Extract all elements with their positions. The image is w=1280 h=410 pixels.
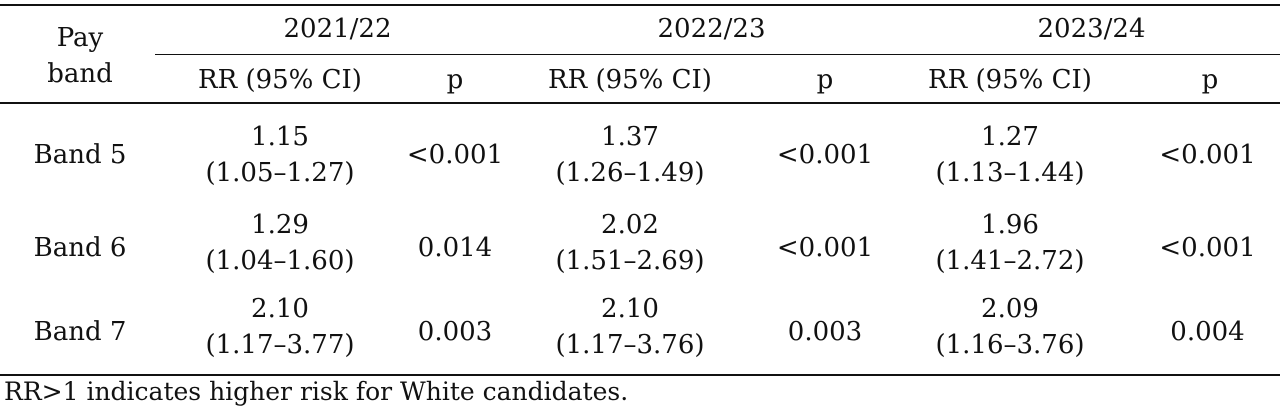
ci-value: (1.26–1.49) bbox=[555, 158, 705, 188]
p-value: 0.003 bbox=[417, 317, 493, 347]
table-footnote: RR>1 indicates higher risk for White can… bbox=[4, 377, 629, 406]
p-value: 0.004 bbox=[1170, 317, 1245, 347]
header-pay-band: Pay band bbox=[10, 20, 150, 92]
rr-value: 1.15 bbox=[251, 122, 309, 152]
row-label-band-7: Band 7 bbox=[33, 317, 127, 347]
subheader-rr-2022-23: RR (95% CI) bbox=[548, 65, 712, 95]
ci-value: (1.17–3.77) bbox=[205, 330, 355, 360]
rr-value: 2.02 bbox=[601, 210, 659, 240]
rr-cell: 1.96 (1.41–2.72) bbox=[895, 207, 1125, 279]
rr-cell: 1.37 (1.26–1.49) bbox=[515, 119, 745, 191]
rr-value: 1.27 bbox=[981, 122, 1039, 152]
rr-cell: 1.15 (1.05–1.27) bbox=[155, 119, 405, 191]
rr-cell: 1.27 (1.13–1.44) bbox=[895, 119, 1125, 191]
rr-value: 2.09 bbox=[981, 294, 1039, 324]
p-value: 0.014 bbox=[417, 233, 493, 263]
rr-cell: 2.10 (1.17–3.76) bbox=[515, 291, 745, 363]
p-value: 0.003 bbox=[787, 317, 863, 347]
rr-value: 1.96 bbox=[981, 210, 1039, 240]
subheader-rr-2023-24: RR (95% CI) bbox=[928, 65, 1092, 95]
p-value: <0.001 bbox=[776, 233, 874, 263]
ci-value: (1.04–1.60) bbox=[205, 246, 355, 276]
rr-cell: 2.02 (1.51–2.69) bbox=[515, 207, 745, 279]
ci-value: (1.05–1.27) bbox=[205, 158, 355, 188]
rr-value: 1.37 bbox=[601, 122, 659, 152]
row-label-band-6: Band 6 bbox=[33, 233, 127, 263]
rr-cell: 2.10 (1.17–3.77) bbox=[155, 291, 405, 363]
p-value: <0.001 bbox=[1159, 140, 1256, 170]
header-pay-band-line1: Pay bbox=[56, 23, 104, 53]
rr-value: 2.10 bbox=[601, 294, 659, 324]
ci-value: (1.16–3.76) bbox=[935, 330, 1085, 360]
ci-value: (1.51–2.69) bbox=[555, 246, 705, 276]
p-value: <0.001 bbox=[776, 140, 874, 170]
header-pay-band-line2: band bbox=[47, 59, 113, 89]
header-year-2022-23: 2022/23 bbox=[657, 14, 766, 44]
row-label-band-5: Band 5 bbox=[33, 140, 127, 170]
rr-value: 1.29 bbox=[251, 210, 309, 240]
ci-value: (1.17–3.76) bbox=[555, 330, 705, 360]
rr-cell: 2.09 (1.16–3.76) bbox=[895, 291, 1125, 363]
p-value: <0.001 bbox=[1159, 233, 1256, 263]
subheader-rr-2021-22: RR (95% CI) bbox=[198, 65, 362, 95]
bottom-rule bbox=[0, 374, 1280, 376]
ci-value: (1.13–1.44) bbox=[935, 158, 1085, 188]
p-value: <0.001 bbox=[406, 140, 504, 170]
rr-cell: 1.29 (1.04–1.60) bbox=[155, 207, 405, 279]
rr-value: 2.10 bbox=[251, 294, 309, 324]
header-year-2021-22: 2021/22 bbox=[283, 14, 392, 44]
header-bottom-rule bbox=[0, 102, 1280, 104]
ci-value: (1.41–2.72) bbox=[935, 246, 1085, 276]
subheader-p-2021-22: p bbox=[446, 65, 464, 95]
subheader-p-2022-23: p bbox=[816, 65, 834, 95]
subheader-p-2023-24: p bbox=[1201, 65, 1219, 95]
header-year-2023-24: 2023/24 bbox=[1037, 14, 1146, 44]
top-rule bbox=[0, 4, 1280, 6]
year-underline-rule bbox=[155, 54, 1280, 55]
